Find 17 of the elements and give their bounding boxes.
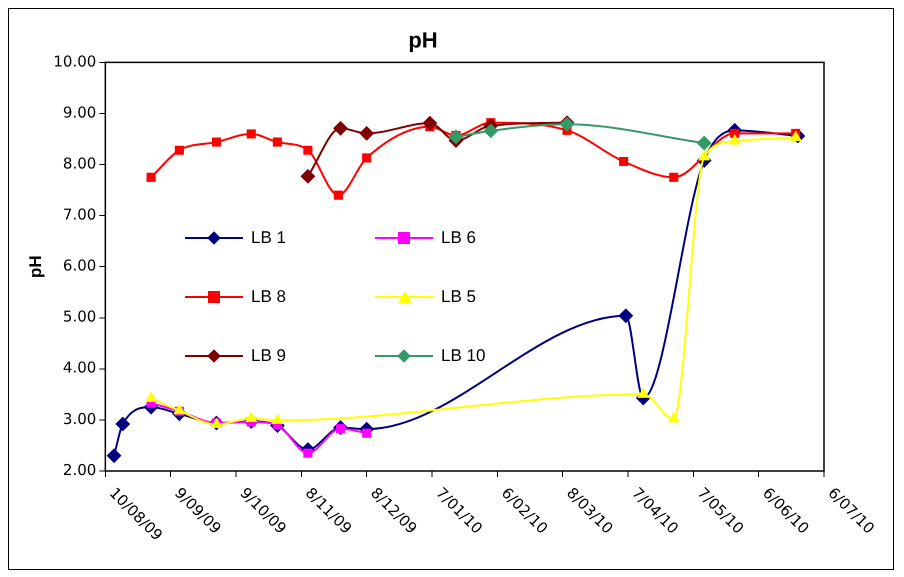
y-tick-label: 6.00 bbox=[62, 256, 96, 275]
legend-label: LB 5 bbox=[441, 286, 476, 306]
y-tick-label: 7.00 bbox=[62, 206, 96, 224]
legend-label: LB 6 bbox=[441, 228, 476, 248]
chart-title: pH bbox=[408, 27, 438, 52]
legend-label: LB 8 bbox=[251, 286, 286, 306]
y-tick-label: 3.00 bbox=[62, 410, 96, 428]
y-tick-label: 2.00 bbox=[62, 460, 96, 479]
y-tick-label: 5.00 bbox=[62, 308, 96, 326]
y-axis-title: pH bbox=[26, 255, 45, 278]
legend-label: LB 10 bbox=[441, 346, 486, 366]
legend-label: LB 1 bbox=[251, 228, 286, 248]
y-tick-label: 4.00 bbox=[62, 358, 96, 377]
legend-label: LB 9 bbox=[251, 346, 286, 366]
y-tick-label: 10.00 bbox=[53, 52, 96, 70]
y-tick-label: 9.00 bbox=[62, 103, 96, 122]
y-tick-label: 8.00 bbox=[62, 154, 96, 172]
